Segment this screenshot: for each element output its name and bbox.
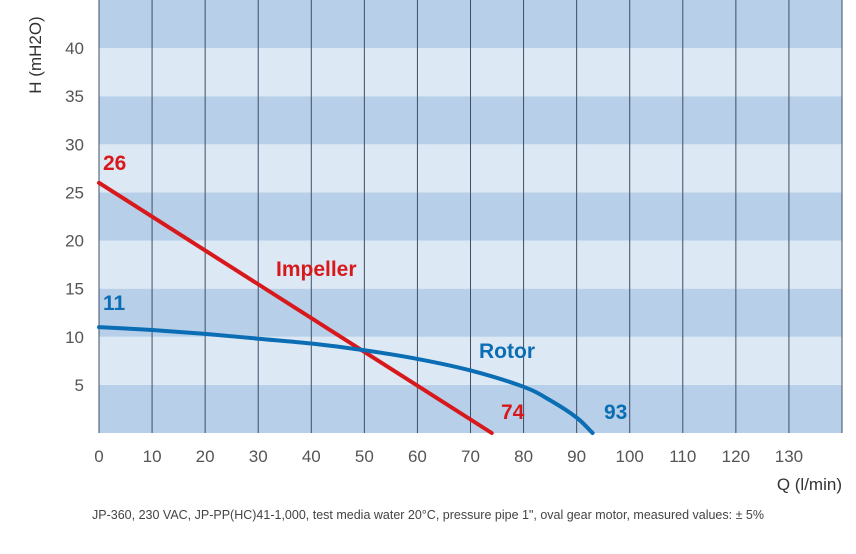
x-tick-label: 40: [302, 447, 321, 466]
y-tick-label: 20: [65, 232, 84, 251]
rotor-series-name: Rotor: [479, 340, 535, 363]
x-tick-label: 80: [514, 447, 533, 466]
x-tick-label: 90: [567, 447, 586, 466]
y-axis-label: H (mH2O): [26, 16, 45, 93]
vertical-gridlines: [98, 0, 843, 433]
x-tick-label: 70: [461, 447, 480, 466]
x-tick-label: 30: [249, 447, 268, 466]
curve-labels: 26 Impeller 74 11 Rotor 93: [103, 152, 627, 424]
series-line-rotor: [97, 325, 595, 435]
x-tick-label: 50: [355, 447, 374, 466]
x-tick-label: 120: [722, 447, 750, 466]
rotor-end-value: 93: [604, 401, 627, 424]
x-tick-label: 100: [616, 447, 644, 466]
series-layer: [97, 180, 595, 435]
y-tick-labels: 5 10 15 20 25 30 35 40: [65, 39, 84, 395]
x-tick-label: 20: [196, 447, 215, 466]
x-axis-label: Q (l/min): [777, 475, 842, 494]
impeller-series-name: Impeller: [276, 258, 357, 281]
series-line-impeller: [97, 180, 494, 435]
chart-footnote: JP-360, 230 VAC, JP-PP(HC)41-1,000, test…: [92, 508, 764, 522]
impeller-start-value: 26: [103, 152, 126, 175]
rotor-start-value: 11: [103, 292, 126, 315]
x-tick-label: 10: [143, 447, 162, 466]
y-tick-label: 30: [65, 135, 84, 154]
impeller-end-value: 74: [501, 401, 525, 424]
x-tick-labels: 0 10 20 30 40 50 60 70 80 90 100 110 120 130: [94, 447, 803, 466]
y-tick-label: 15: [65, 280, 84, 299]
x-tick-label: 60: [408, 447, 427, 466]
x-tick-label: 0: [94, 447, 103, 466]
y-tick-label: 10: [65, 328, 84, 347]
x-tick-label: 110: [669, 447, 696, 466]
y-tick-label: 25: [65, 183, 84, 202]
x-tick-label: 130: [775, 447, 803, 466]
y-tick-label: 5: [75, 376, 84, 395]
y-tick-label: 35: [65, 87, 84, 106]
y-tick-label: 40: [65, 39, 84, 58]
